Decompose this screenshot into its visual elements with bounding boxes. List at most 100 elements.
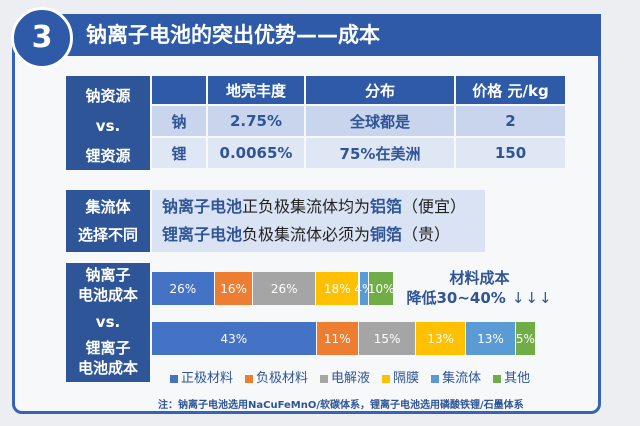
legend-swatch [245,375,254,383]
resources-label-lithium: 锂资源 [85,147,131,165]
collector-info-box: 钠离子电池正负极集流体均为铝箔（便宜） 锂离子电池负极集流体必须为铜箔（贵） [152,190,485,252]
cost-annotation: 材料成本 降低30~40% ↓↓↓ [402,268,557,308]
table-cell: 150 [456,138,565,168]
data-label-unit: % [492,331,504,346]
category-label-sodium: 钠离子 电池成本 [78,265,138,305]
legend-label: 正极材料 [181,371,234,386]
table-header-blank [152,76,206,104]
table-cell: 2 [456,106,565,136]
data-label: 10% [368,282,395,296]
data-label-value: 43 [220,331,236,346]
category-separator: vs. [95,312,121,331]
legend-swatch [320,375,329,383]
data-label-value: 26 [169,281,185,296]
data-label-unit: % [184,281,197,296]
data-label-value: 26 [270,281,287,296]
legend-swatch [493,375,502,383]
resources-label-vs: vs. [95,117,121,135]
table-row: 钠 2.75% 全球都是 2 [152,106,565,136]
legend-label: 其他 [504,371,531,386]
product-name: 钠离子电池 [162,197,243,216]
slide-number: 3 [31,20,53,55]
legend-label: 负极材料 [256,371,309,386]
resources-label-box: 钠资源 vs. 锂资源 [66,76,150,170]
table-header-cell: 价格 元/kg [456,76,565,104]
data-label: 43% [221,332,248,346]
segment-separator: 18% [316,272,359,305]
slide-number-badge: 3 [11,7,73,69]
legend-swatch [382,375,391,383]
footnote: 注：钠离子电池选用NaCuFeMnO/软碳体系，锂离子电池选用磷酸铁锂/石墨体系 [158,400,524,411]
legend-item: 其他 [493,370,530,388]
table-cell: 锂 [152,138,206,168]
data-label-value: 4 [354,281,362,296]
resources-label-sodium: 钠资源 [85,87,131,105]
collector-line-lithium: 锂离子电池负极集流体必须为铜箔（贵） [162,221,485,249]
annotation-text: 降低30~40% [406,289,506,307]
segment-separator: 13% [416,322,466,355]
legend-label: 集流体 [442,371,482,386]
table-row: 锂 0.0065% 75%在美洲 150 [152,138,565,168]
data-label-value: 13 [477,331,493,346]
table-cell: 全球都是 [306,106,454,136]
category-label-lithium: 锂离子 电池成本 [78,338,138,378]
table-cell: 0.0065% [208,138,304,168]
data-label: 26% [271,282,298,296]
legend-item: 电解液 [320,370,370,388]
data-label-unit: % [286,281,298,296]
data-label: 18% [324,282,351,296]
data-label-unit: % [442,331,454,346]
resources-table: 地壳丰度 分布 价格 元/kg 钠 2.75% 全球都是 2 锂 0.0065%… [152,76,565,170]
cost-label-box: 钠离子 电池成本 vs. 锂离子 电池成本 [66,263,150,382]
title-bar: 钠离子电池的突出优势——成本 [50,14,601,56]
data-label-value: 13 [427,331,443,346]
table-header-row: 地壳丰度 分布 价格 元/kg [152,76,565,104]
table-header-cell: 地壳丰度 [208,76,304,104]
bar-sodium-cost: 26% 16% 26% 18% 4% 10% [152,272,535,305]
table-header-cell: 分布 [306,76,454,104]
chart-legend: 正极材料 负极材料 电解液 隔膜 集流体 其他 [170,370,530,388]
down-arrows: ↓↓↓ [511,289,553,307]
product-name: 锂离子电池 [162,225,243,244]
collector-label-line: 集流体 [85,198,131,217]
category-label-line: 锂离子 [85,339,131,357]
segment-current-collector: 4% [354,272,373,305]
annotation-title: 材料成本 [449,269,510,287]
category-label-line: 电池成本 [77,286,138,304]
segment-electrolyte: 26% [253,272,316,305]
legend-item: 集流体 [431,370,481,388]
data-label: 16% [220,282,247,296]
data-label-unit: % [388,331,401,346]
legend-label: 电解液 [331,371,371,386]
collector-label-box: 集流体 选择不同 [66,190,150,252]
data-label-unit: % [523,331,535,346]
legend-swatch [170,375,178,383]
data-label-value: 5 [515,331,524,346]
data-label: 5% [516,332,535,346]
legend-item: 隔膜 [382,370,419,388]
segment-cathode-material: 26% [152,272,214,305]
data-label-unit: % [383,281,395,296]
data-label: 15% [374,332,401,346]
data-label-value: 15 [373,331,389,346]
data-label-unit: % [235,331,248,346]
collector-label-line: 选择不同 [77,225,138,244]
data-label-unit: % [339,331,351,346]
data-label-value: 18 [323,281,340,296]
data-label-value: 10 [367,281,384,296]
legend-item: 负极材料 [245,370,308,388]
data-label-value: 16 [220,281,236,296]
category-label-line: 电池成本 [77,359,138,377]
statement-text: 负极集流体必须为 [242,225,371,244]
legend-swatch [431,375,440,383]
data-label: 26% [170,282,197,296]
legend-label: 隔膜 [393,371,420,386]
data-label-value: 11 [323,331,340,346]
price-note: （贵） [402,225,451,244]
segment-other: 10% [368,272,395,305]
collector-line-sodium: 钠离子电池正负极集流体均为铝箔（便宜） [162,193,485,221]
material-name: 铜箔 [370,225,403,244]
bar-lithium-cost: 43% 11% 15% 13% 13% 5% [152,322,535,355]
data-label: 13% [427,332,454,346]
segment-anode-material: 11% [316,322,358,355]
